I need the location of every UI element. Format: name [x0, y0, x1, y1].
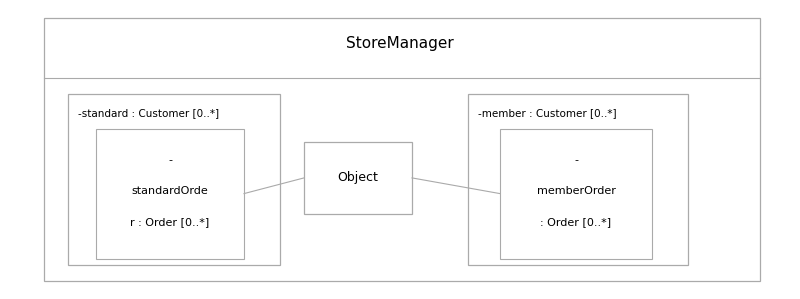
Text: standardOrde: standardOrde — [132, 186, 208, 196]
Text: -member : Customer [0..*]: -member : Customer [0..*] — [478, 108, 616, 118]
Bar — [68, 94, 280, 265]
Text: -: - — [574, 155, 578, 165]
Text: r : Order [0..*]: r : Order [0..*] — [130, 217, 210, 227]
Bar — [500, 129, 652, 259]
Bar — [96, 129, 244, 259]
Bar — [304, 142, 412, 214]
Text: StoreManager: StoreManager — [346, 36, 454, 51]
Bar — [468, 94, 688, 265]
Bar — [44, 18, 760, 281]
Text: Object: Object — [338, 171, 378, 184]
Text: memberOrder: memberOrder — [537, 186, 615, 196]
Text: -: - — [168, 155, 172, 165]
Text: -standard : Customer [0..*]: -standard : Customer [0..*] — [78, 108, 218, 118]
Text: : Order [0..*]: : Order [0..*] — [541, 217, 611, 227]
